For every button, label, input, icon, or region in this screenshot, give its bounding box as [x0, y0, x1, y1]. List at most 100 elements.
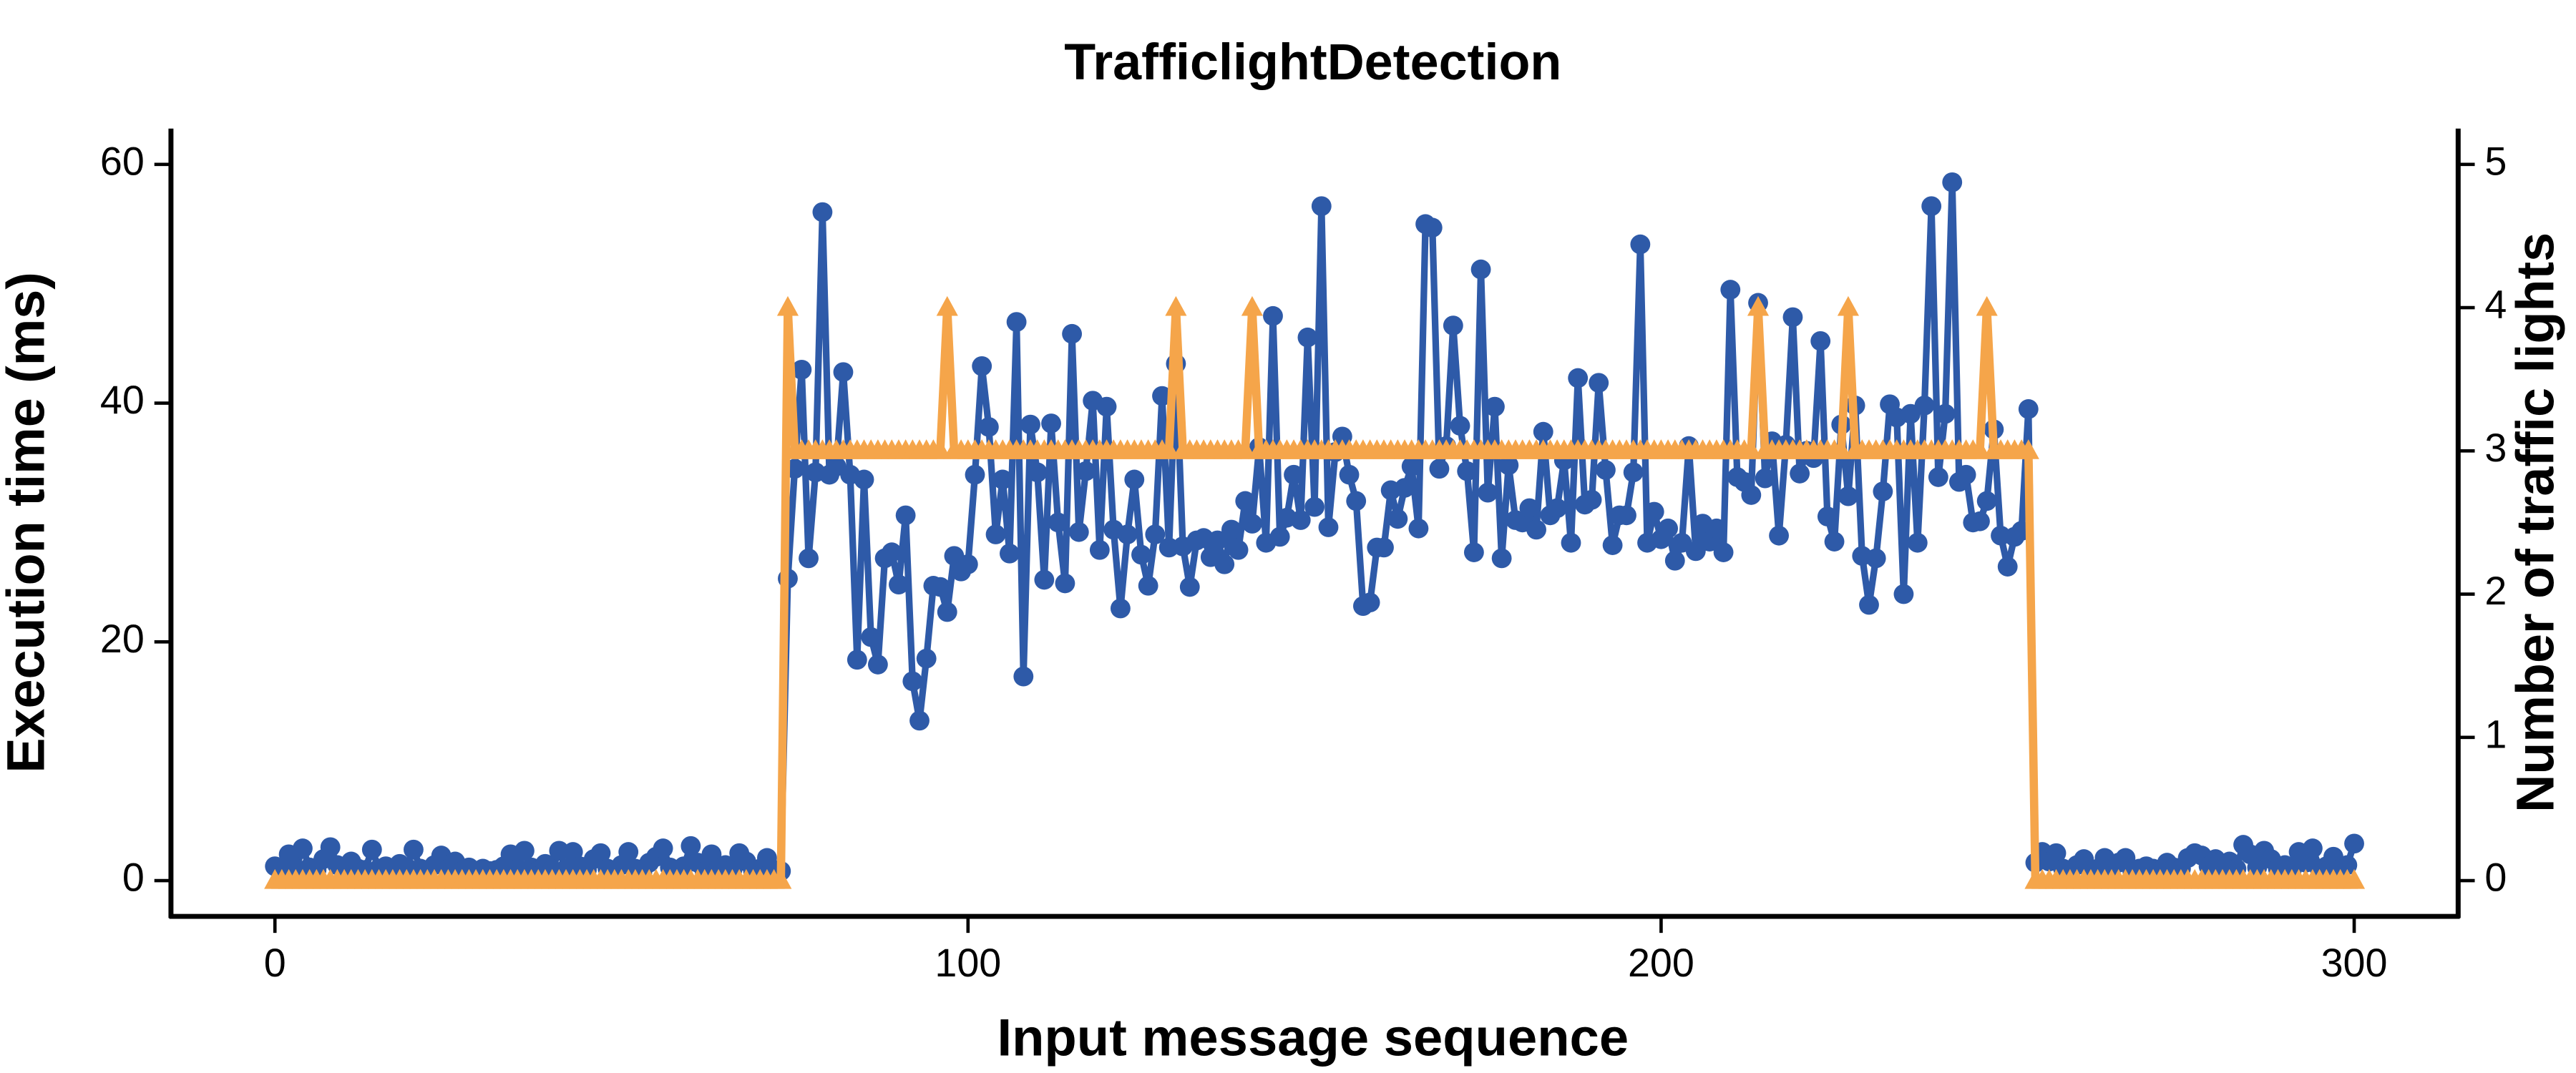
data-point — [1284, 464, 1304, 485]
data-point — [847, 650, 867, 670]
y2-axis-label: Number of traffic lights — [2505, 232, 2565, 813]
data-point — [1782, 307, 1803, 328]
data-point — [1623, 462, 1644, 483]
data-point — [867, 655, 888, 675]
data-point — [1013, 666, 1034, 687]
data-point — [1935, 403, 1956, 424]
data-point — [1020, 414, 1040, 435]
x-tick-label: 100 — [935, 941, 1001, 985]
data-point — [1214, 554, 1235, 574]
data-point — [1131, 544, 1151, 565]
data-point — [992, 469, 1013, 490]
data-marker — [1241, 295, 1264, 316]
data-point — [1387, 509, 1408, 529]
series-line — [273, 179, 2358, 876]
data-point — [1997, 557, 2018, 577]
data-point — [1491, 548, 1512, 569]
data-point — [1713, 542, 1734, 562]
data-point — [1221, 519, 1241, 540]
data-point — [1360, 592, 1380, 613]
data-point — [1124, 469, 1145, 490]
data-point — [1041, 413, 1061, 433]
data-point — [1568, 368, 1589, 388]
data-point — [1318, 517, 1339, 537]
data-point — [1498, 455, 1519, 476]
data-point — [514, 841, 535, 861]
data-point — [1311, 196, 1332, 217]
data-point — [1581, 489, 1602, 510]
data-point — [1706, 518, 1727, 539]
data-point — [833, 362, 854, 382]
data-point — [1068, 521, 1089, 542]
data-point — [1685, 541, 1706, 562]
y-tick-label: 0 — [122, 856, 145, 900]
data-marker — [1837, 295, 1860, 316]
y2-tick-label: 5 — [2484, 139, 2507, 184]
data-marker — [1165, 295, 1187, 316]
data-point — [1519, 498, 1540, 519]
data-point — [1145, 524, 1166, 544]
data-point — [653, 838, 673, 858]
data-point — [1055, 573, 1075, 594]
data-point — [1526, 519, 1546, 540]
data-marker — [2017, 439, 2039, 459]
data-point — [1616, 505, 1636, 526]
data-point — [1970, 511, 1990, 531]
data-point — [1596, 460, 1616, 480]
data-point — [1075, 461, 1096, 481]
data-point — [1152, 386, 1172, 406]
data-point — [1422, 217, 1443, 238]
data-point — [965, 464, 985, 485]
data-point — [1034, 569, 1055, 590]
data-point — [1401, 456, 1422, 476]
data-point — [1235, 491, 1256, 511]
data-point — [1263, 305, 1283, 326]
y-tick-label: 60 — [100, 139, 145, 184]
data-point — [902, 671, 923, 692]
data-point — [1478, 482, 1498, 503]
data-marker — [936, 295, 958, 316]
data-point — [1138, 576, 1158, 596]
data-point — [1096, 396, 1117, 417]
data-point — [1006, 312, 1027, 332]
data-point — [791, 359, 812, 380]
data-point — [937, 602, 957, 622]
data-point — [1658, 518, 1679, 539]
data-point — [1269, 526, 1290, 547]
data-point — [1228, 539, 1249, 560]
data-point — [1304, 496, 1325, 517]
data-point — [1928, 467, 1948, 487]
data-point — [1865, 548, 1886, 569]
y2-tick-label: 1 — [2484, 712, 2507, 757]
data-point — [2018, 399, 2039, 419]
data-point — [1332, 426, 1352, 447]
data-point — [1630, 234, 1651, 255]
data-point — [978, 417, 999, 437]
data-point — [1374, 537, 1394, 558]
data-point — [2337, 855, 2358, 876]
data-point — [916, 648, 937, 669]
data-point — [909, 710, 930, 731]
chart-title: TrafficlightDetection — [1064, 34, 1561, 91]
data-point — [799, 548, 819, 569]
data-point — [361, 839, 382, 860]
data-point — [1062, 323, 1083, 344]
data-point — [680, 836, 701, 856]
data-marker — [1234, 439, 1257, 459]
x-tick-label: 300 — [2321, 941, 2388, 985]
data-point — [1027, 462, 1048, 483]
data-point — [590, 843, 611, 863]
data-point — [882, 542, 902, 562]
data-point — [1395, 478, 1415, 498]
data-point — [957, 554, 978, 574]
data-point — [1817, 506, 1838, 526]
data-point — [1976, 491, 1997, 511]
data-point — [1602, 535, 1623, 555]
data-point — [1470, 259, 1491, 280]
data-point — [889, 574, 909, 595]
data-point — [1443, 315, 1463, 335]
data-point — [1769, 525, 1789, 546]
data-point — [1110, 598, 1131, 619]
data-point — [1297, 327, 1318, 348]
